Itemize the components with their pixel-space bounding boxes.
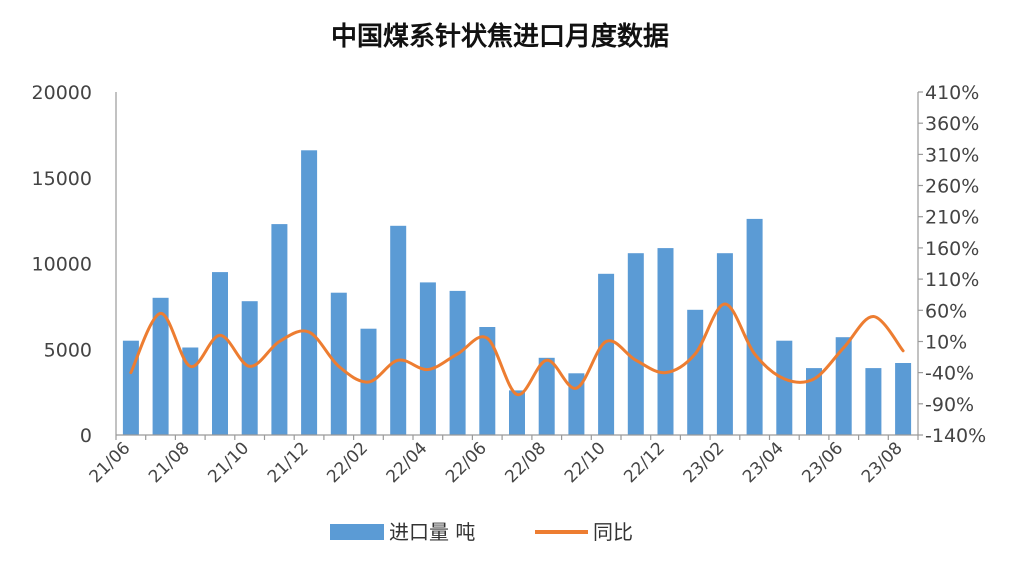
bar-21-07: [152, 297, 169, 435]
x-tick-label: 21/12: [264, 438, 313, 487]
bar-23-03: [746, 218, 763, 435]
bar-23-04: [776, 340, 793, 435]
legend-label-line: 同比: [593, 520, 633, 544]
x-tick-label: 21/06: [86, 438, 135, 487]
y-right-tick-label: 160%: [925, 238, 979, 260]
y-right-tick-label: -40%: [925, 363, 974, 385]
x-tick-label: 23/02: [680, 438, 729, 487]
y-right-tick-label: 410%: [925, 82, 979, 104]
legend: 进口量 吨 同比: [330, 520, 633, 544]
y-right-tick-label: 260%: [925, 176, 979, 198]
x-tick-label: 22/08: [501, 438, 550, 487]
y-right-tick-label: -90%: [925, 394, 974, 416]
bar-23-08: [895, 363, 912, 435]
bar-23-05: [806, 368, 822, 435]
bar-23-07: [865, 368, 882, 435]
x-tick-label: 22/02: [323, 438, 372, 487]
y-left-tick-label: 10000: [32, 254, 92, 276]
x-tick-label: 21/10: [204, 438, 253, 487]
yoy-line: [129, 302, 905, 397]
y-right-tick-label: 110%: [925, 269, 979, 291]
bar-22-03: [390, 225, 407, 435]
bar-21-09: [212, 272, 228, 435]
bar-22-07: [509, 390, 525, 435]
y-right-tick-label: 60%: [925, 300, 967, 322]
y-left-tick-label: 5000: [44, 339, 92, 361]
bar-22-06: [479, 327, 496, 435]
bar-22-08: [538, 357, 555, 435]
bar-22-11: [627, 253, 644, 435]
bar-23-01: [687, 309, 704, 435]
legend-label-bar: 进口量 吨: [389, 520, 475, 544]
line-layer: [129, 302, 905, 397]
bar-21-08: [182, 347, 199, 435]
x-tick-label: 21/08: [145, 438, 194, 487]
y-right-tick-label: 210%: [925, 207, 979, 229]
legend-swatch-bar: [330, 524, 384, 540]
y-left-tick-label: 15000: [32, 168, 92, 190]
bar-22-04: [419, 282, 436, 435]
x-tick-label: 22/12: [620, 438, 669, 487]
x-tick-label: 23/06: [798, 438, 847, 487]
bar-22-12: [657, 248, 674, 435]
bar-23-06: [835, 337, 852, 435]
y-left-tick-label: 0: [80, 425, 92, 447]
x-tick-label: 22/04: [383, 438, 432, 487]
bar-21-12: [301, 150, 318, 436]
bar-22-01: [330, 292, 347, 435]
bar-21-11: [271, 224, 288, 435]
x-tick-label: 22/10: [561, 438, 610, 487]
bar-23-02: [716, 253, 733, 435]
bar-22-10: [598, 273, 615, 435]
bar-21-10: [241, 301, 258, 435]
y-right-tick-label: 360%: [925, 113, 979, 135]
y-right-tick-label: 310%: [925, 144, 979, 166]
chart-title: 中国煤系针状焦进口月度数据: [331, 21, 669, 52]
y-right-tick-label: -140%: [925, 425, 986, 447]
x-tick-label: 22/06: [442, 438, 491, 487]
y-left-tick-label: 20000: [32, 82, 92, 104]
x-tick-label: 23/08: [858, 438, 907, 487]
bars-layer: [122, 150, 912, 436]
y-right-tick-label: 10%: [925, 332, 967, 354]
x-tick-label: 23/04: [739, 438, 788, 487]
bar-22-05: [449, 290, 466, 435]
